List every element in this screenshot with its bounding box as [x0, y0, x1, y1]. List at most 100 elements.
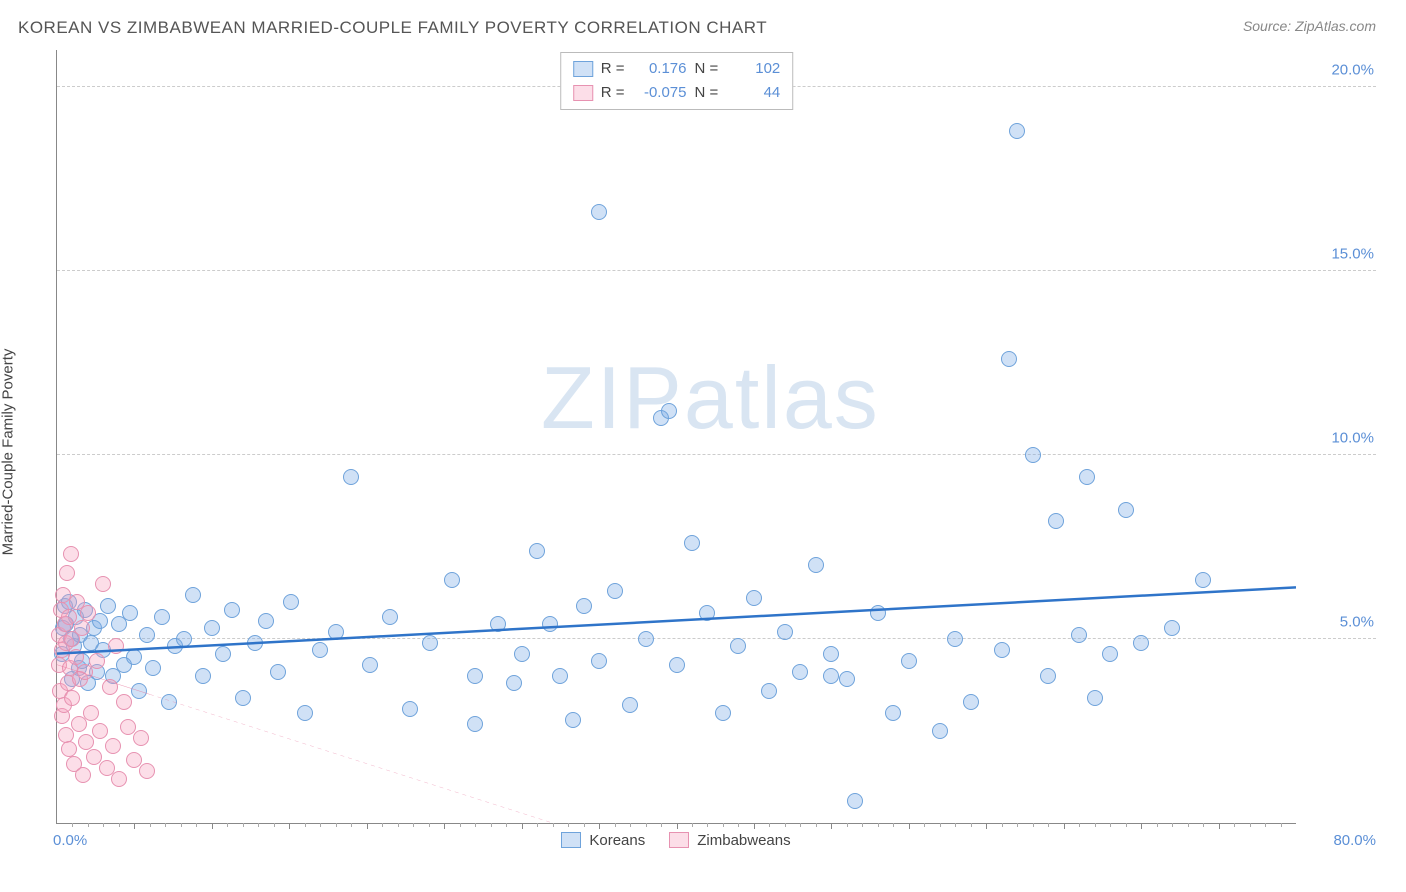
- data-point: [669, 657, 685, 673]
- source-attribution: Source: ZipAtlas.com: [1243, 18, 1376, 34]
- data-point: [1118, 502, 1134, 518]
- x-axis-end: 80.0%: [1333, 832, 1376, 849]
- data-point: [715, 705, 731, 721]
- data-point: [591, 204, 607, 220]
- data-point: [1164, 620, 1180, 636]
- data-point: [552, 668, 568, 684]
- data-point: [312, 642, 328, 658]
- n-label: N =: [695, 81, 719, 105]
- data-point: [108, 638, 124, 654]
- data-point: [576, 598, 592, 614]
- data-point: [542, 616, 558, 632]
- data-point: [131, 683, 147, 699]
- stats-row-zimbabweans: R = -0.075 N = 44: [573, 81, 781, 105]
- data-point: [224, 602, 240, 618]
- data-point: [607, 583, 623, 599]
- data-point: [270, 664, 286, 680]
- data-point: [823, 668, 839, 684]
- legend-item-zimbabweans: Zimbabweans: [669, 832, 790, 849]
- swatch-zimbabweans: [573, 85, 593, 101]
- data-point: [75, 767, 91, 783]
- data-point: [514, 646, 530, 662]
- data-point: [111, 771, 127, 787]
- data-point: [83, 705, 99, 721]
- data-point: [63, 546, 79, 562]
- n-label: N =: [695, 57, 719, 81]
- data-point: [195, 668, 211, 684]
- data-point: [1102, 646, 1118, 662]
- data-point: [661, 403, 677, 419]
- data-point: [885, 705, 901, 721]
- r-value-zimbabweans: -0.075: [633, 81, 687, 105]
- data-point: [133, 730, 149, 746]
- data-point: [139, 627, 155, 643]
- data-point: [145, 660, 161, 676]
- r-label: R =: [601, 57, 625, 81]
- data-point: [61, 741, 77, 757]
- data-point: [59, 565, 75, 581]
- data-point: [139, 763, 155, 779]
- data-point: [161, 694, 177, 710]
- data-point: [258, 613, 274, 629]
- data-point: [699, 605, 715, 621]
- data-point: [92, 723, 108, 739]
- data-point: [58, 727, 74, 743]
- legend-label-zimbabweans: Zimbabweans: [697, 832, 790, 849]
- data-point: [444, 572, 460, 588]
- regression-lines: [57, 50, 1296, 823]
- data-point: [684, 535, 700, 551]
- r-label: R =: [601, 81, 625, 105]
- data-point: [638, 631, 654, 647]
- data-point: [808, 557, 824, 573]
- data-point: [947, 631, 963, 647]
- plot-area: ZIPatlas R = 0.176 N = 102 R = -0.075 N …: [56, 50, 1296, 824]
- chart-header: KOREAN VS ZIMBABWEAN MARRIED-COUPLE FAMI…: [0, 0, 1406, 46]
- data-point: [235, 690, 251, 706]
- data-point: [761, 683, 777, 699]
- data-point: [839, 671, 855, 687]
- data-point: [204, 620, 220, 636]
- data-point: [467, 668, 483, 684]
- data-point: [901, 653, 917, 669]
- data-point: [402, 701, 418, 717]
- legend-item-koreans: Koreans: [561, 832, 645, 849]
- data-point: [215, 646, 231, 662]
- data-point: [1087, 690, 1103, 706]
- data-point: [1071, 627, 1087, 643]
- data-point: [777, 624, 793, 640]
- data-point: [185, 587, 201, 603]
- y-tick-label: 20.0%: [1331, 61, 1374, 78]
- data-point: [1048, 513, 1064, 529]
- data-point: [283, 594, 299, 610]
- chart-title: KOREAN VS ZIMBABWEAN MARRIED-COUPLE FAMI…: [18, 18, 767, 38]
- data-point: [80, 605, 96, 621]
- watermark-bold: ZIP: [541, 348, 684, 447]
- data-point: [78, 734, 94, 750]
- data-point: [297, 705, 313, 721]
- data-point: [343, 469, 359, 485]
- swatch-koreans: [573, 61, 593, 77]
- data-point: [746, 590, 762, 606]
- data-point: [870, 605, 886, 621]
- data-point: [122, 605, 138, 621]
- data-point: [1040, 668, 1056, 684]
- data-point: [100, 598, 116, 614]
- data-point: [823, 646, 839, 662]
- source-prefix: Source:: [1243, 18, 1295, 34]
- y-axis-label: Married-Couple Family Poverty: [0, 349, 17, 556]
- data-point: [328, 624, 344, 640]
- stats-row-koreans: R = 0.176 N = 102: [573, 57, 781, 81]
- source-name: ZipAtlas.com: [1295, 18, 1376, 34]
- data-point: [529, 543, 545, 559]
- data-point: [422, 635, 438, 651]
- data-point: [105, 738, 121, 754]
- data-point: [1001, 351, 1017, 367]
- data-point: [176, 631, 192, 647]
- r-value-koreans: 0.176: [633, 57, 687, 81]
- data-point: [68, 649, 84, 665]
- data-point: [565, 712, 581, 728]
- data-point: [382, 609, 398, 625]
- data-point: [126, 649, 142, 665]
- data-point: [1009, 123, 1025, 139]
- y-tick-label: 5.0%: [1340, 613, 1374, 630]
